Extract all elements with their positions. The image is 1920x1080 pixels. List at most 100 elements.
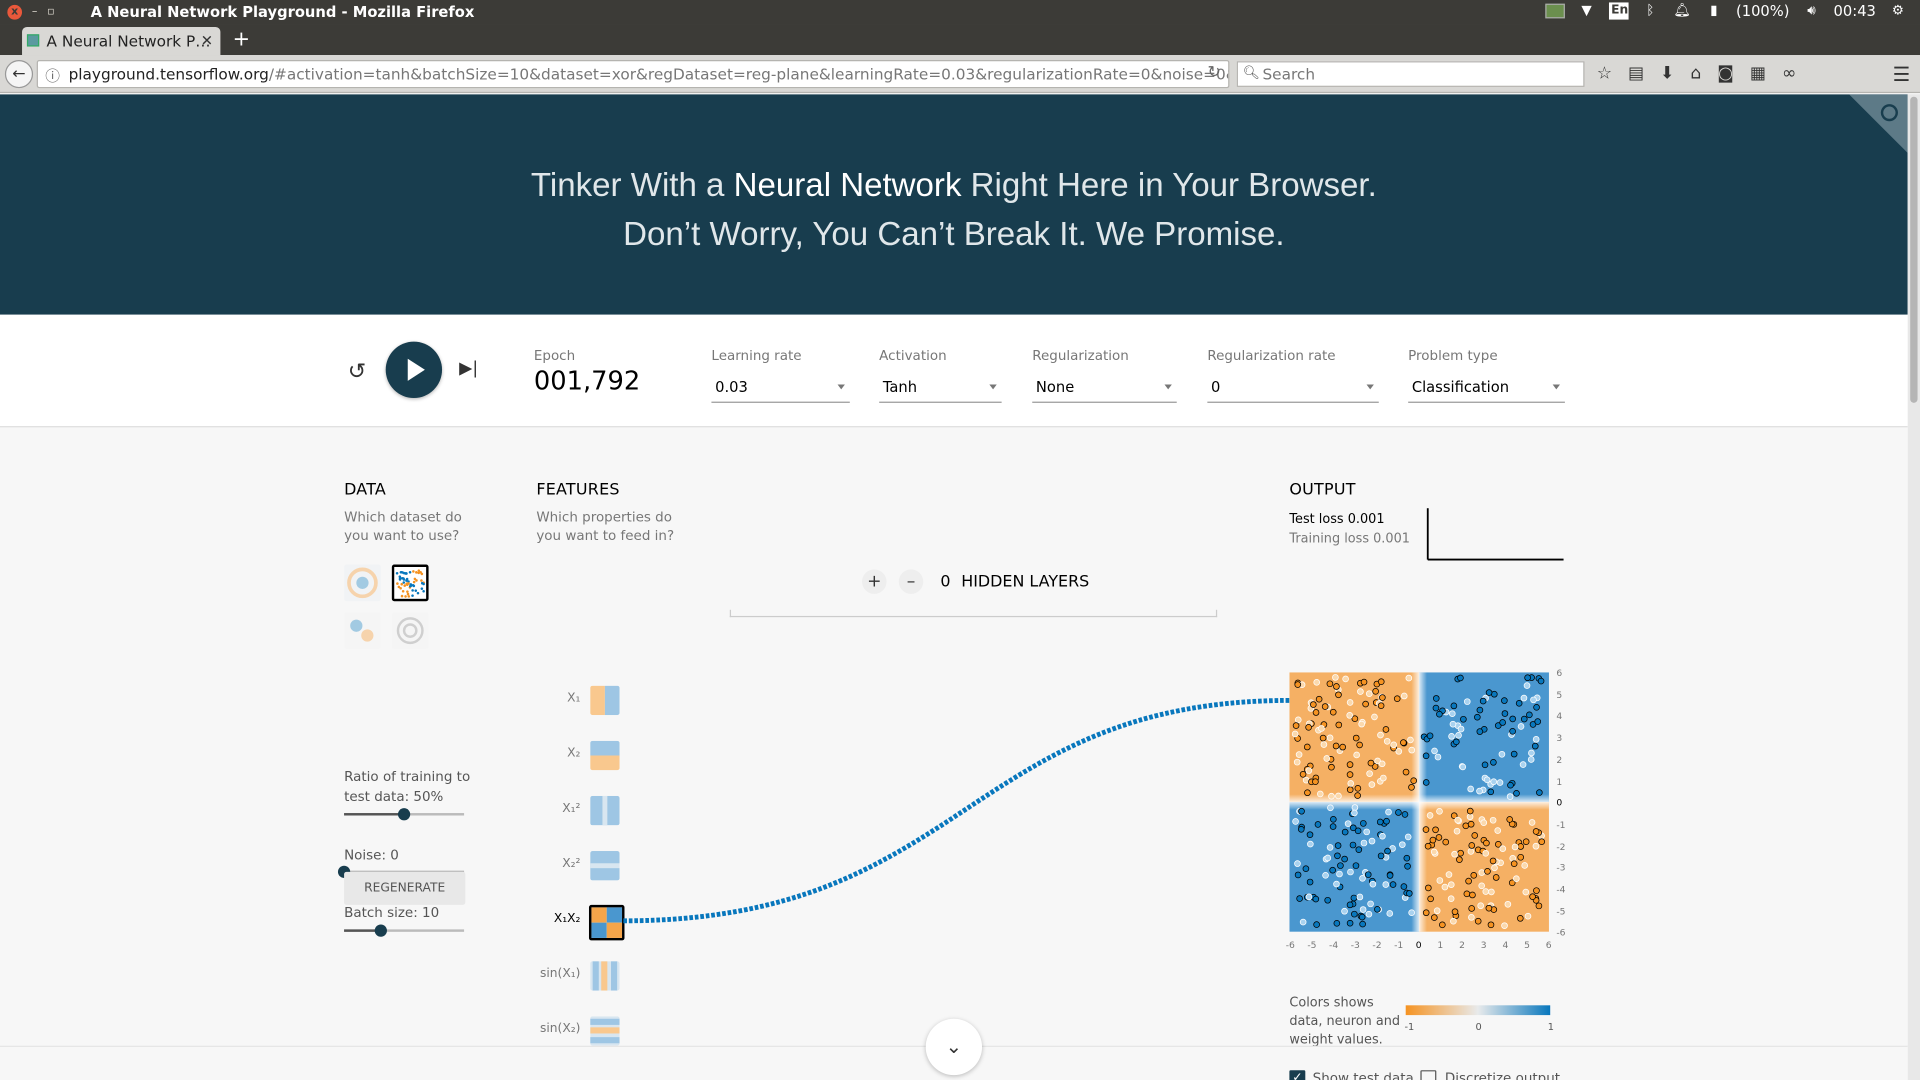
discretize-output-checkbox[interactable] (1420, 1070, 1437, 1080)
dataset-circle-thumb[interactable] (344, 564, 381, 602)
batch-slider-fill (344, 929, 382, 932)
activation-select[interactable]: Tanh (879, 376, 1002, 403)
reset-button[interactable]: ↺ (347, 358, 367, 385)
clock[interactable]: 00:43 (1833, 2, 1876, 20)
tab-favicon-icon (26, 34, 40, 47)
reading-list-icon[interactable]: ▤ (1628, 63, 1645, 84)
bluetooth-icon[interactable]: ᛒ (1646, 2, 1655, 19)
data-point (1354, 784, 1362, 792)
indicator-icon[interactable] (1544, 3, 1565, 19)
browser-tab[interactable]: A Neural Network P… ✕ (22, 26, 221, 56)
add-layer-button[interactable]: + (862, 569, 887, 594)
batch-slider-knob[interactable] (375, 924, 388, 937)
back-button[interactable]: ← (4, 60, 34, 89)
battery-icon[interactable]: ▮ (1710, 2, 1718, 19)
site-info-icon[interactable]: ⓘ (45, 67, 61, 85)
regularization-rate-select[interactable]: 0 (1207, 376, 1379, 403)
grid-menu-icon[interactable]: ▦ (1749, 63, 1767, 84)
settings-gear-icon[interactable]: ⚙ (1891, 2, 1905, 19)
data-point (1382, 881, 1390, 888)
window-maximize-button[interactable]: ▫ (47, 6, 55, 19)
thumb-point (407, 582, 410, 585)
data-point (1427, 895, 1434, 903)
url-bar[interactable]: ⓘ playground.tensorflow.org/#activation=… (36, 60, 1230, 89)
dataset-xor-thumb[interactable] (391, 564, 429, 602)
show-test-data-label[interactable]: Show test data (1312, 1070, 1414, 1080)
home-icon[interactable]: ⌂ (1690, 63, 1702, 84)
step-button[interactable]: ▶| (459, 358, 479, 379)
feature-x1x2[interactable] (588, 904, 625, 941)
page-scrollbar[interactable] (1907, 94, 1920, 1080)
data-point (1531, 742, 1539, 750)
data-point (1480, 819, 1488, 827)
learning-rate-label: Learning rate (711, 347, 802, 364)
feature-label-sinx2: sin(X₂) (540, 1022, 581, 1036)
data-point (1383, 817, 1390, 825)
notification-bell-icon[interactable]: 🔔︎ (1673, 2, 1691, 19)
scrollbar-thumb[interactable] (1910, 96, 1918, 403)
data-point (1359, 920, 1366, 928)
data-point (1372, 688, 1379, 695)
thumb-point (420, 587, 424, 590)
data-point (1506, 793, 1514, 800)
data-point (1297, 825, 1305, 833)
data-point (1324, 854, 1332, 862)
data-point (1474, 713, 1481, 721)
data-point (1496, 779, 1504, 786)
feature-sin-x2[interactable] (590, 1016, 620, 1046)
data-point (1365, 690, 1373, 698)
dataset-gaussian-thumb[interactable] (344, 612, 381, 649)
data-point (1513, 875, 1520, 882)
data-point (1377, 702, 1385, 709)
learning-rate-select[interactable]: 0.03 (711, 376, 850, 403)
volume-icon[interactable]: 🔊︎ (1807, 2, 1816, 19)
feature-x1[interactable] (590, 685, 620, 716)
feature-x2[interactable] (590, 740, 620, 771)
scroll-down-button[interactable]: ⌄ (925, 1018, 983, 1076)
sync-icon[interactable]: ∞ (1781, 63, 1797, 84)
hamburger-menu-icon[interactable]: ☰ (1892, 62, 1911, 86)
discretize-output-label[interactable]: Discretize output (1444, 1070, 1561, 1080)
data-point (1312, 709, 1320, 716)
window-title: A Neural Network Playground - Mozilla Fi… (90, 3, 475, 21)
data-point (1483, 839, 1490, 847)
window-minimize-button[interactable]: – (31, 6, 38, 19)
pocket-icon[interactable]: ◙ (1717, 63, 1734, 84)
remove-layer-button[interactable]: – (898, 569, 924, 594)
dataset-spiral-thumb[interactable] (391, 612, 429, 649)
bookmark-star-icon[interactable]: ☆ (1596, 63, 1613, 84)
regenerate-button[interactable]: REGENERATE (344, 871, 466, 905)
data-point (1460, 715, 1467, 723)
data-point (1333, 683, 1340, 690)
problem-type-select[interactable]: Classification (1408, 376, 1565, 403)
data-point (1319, 734, 1327, 742)
data-point (1350, 894, 1358, 902)
feature-x2-squared[interactable] (590, 851, 620, 881)
regularization-select[interactable]: None (1032, 376, 1177, 403)
window-close-button[interactable]: x (7, 4, 23, 20)
github-corner-icon[interactable] (1848, 94, 1908, 154)
chevron-down-icon (837, 384, 845, 390)
search-bar[interactable]: 🔍︎ Search (1236, 61, 1585, 87)
wifi-icon[interactable]: ▼ (1581, 2, 1592, 19)
feature-x1-squared[interactable] (590, 795, 620, 826)
feature-sin-x1[interactable] (590, 961, 620, 991)
ratio-slider-knob[interactable] (397, 808, 411, 821)
data-point (1360, 678, 1368, 686)
play-pause-button[interactable] (385, 341, 443, 398)
batch-size-slider[interactable] (344, 924, 465, 937)
ratio-slider[interactable] (344, 808, 465, 821)
data-point (1330, 815, 1337, 823)
data-point (1303, 743, 1311, 751)
reload-icon[interactable]: ↻ (1207, 63, 1221, 83)
keyboard-layout-indicator[interactable]: En (1608, 2, 1629, 20)
new-tab-button[interactable]: + (232, 26, 251, 52)
weight-link[interactable] (623, 684, 1291, 929)
show-test-data-checkbox[interactable]: ✓ (1289, 1070, 1306, 1080)
thumb-point (404, 572, 408, 575)
download-icon[interactable]: ⬇ (1660, 63, 1675, 84)
tab-close-icon[interactable]: ✕ (200, 31, 214, 49)
data-point (1389, 881, 1397, 888)
data-point (1356, 741, 1363, 749)
tab-title: A Neural Network P… (46, 31, 211, 51)
